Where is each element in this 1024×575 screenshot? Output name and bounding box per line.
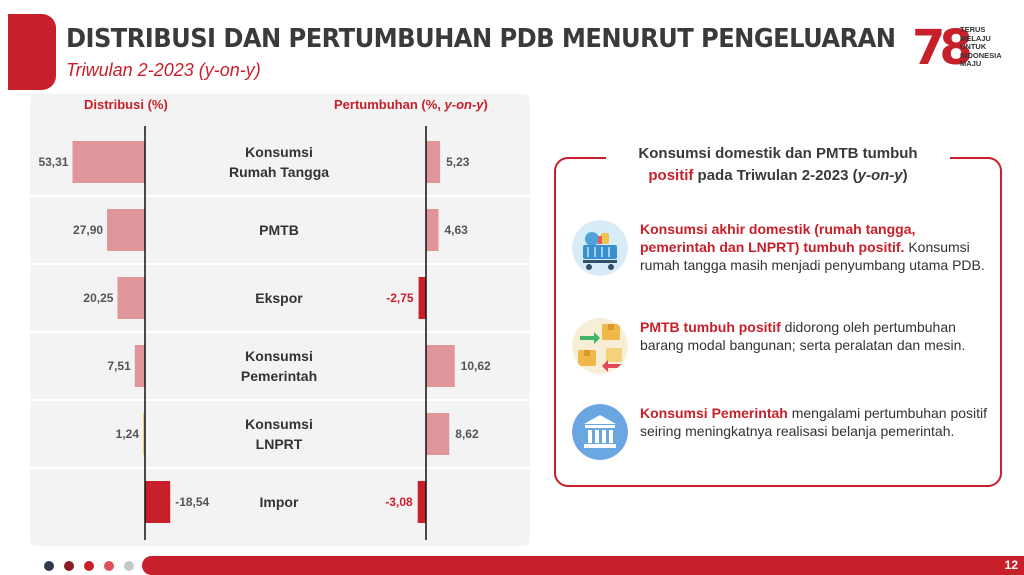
info-body: didorong oleh pertumbuhan barang modal b… — [640, 319, 966, 353]
distribusi-value-label: 20,25 — [83, 291, 113, 305]
pertumbuhan-value-label: 10,62 — [461, 359, 491, 373]
logo: 78 TERUS MELAJU UNTUK INDONESIA MAJU — [906, 20, 1016, 80]
category-label-line: Konsumsi — [245, 416, 313, 432]
pertumbuhan-bar — [426, 413, 450, 455]
info-title: Konsumsi domestik dan PMTB tumbuh positi… — [606, 143, 950, 187]
logo-line: TERUS — [960, 25, 986, 34]
distribusi-value-label: 27,90 — [73, 223, 103, 237]
distribusi-bar — [72, 141, 145, 183]
page-subtitle: Triwulan 2-2023 (y-on-y) — [66, 60, 261, 80]
info-title-line: Konsumsi domestik dan PMTB tumbuh — [638, 145, 918, 162]
slide-dot[interactable] — [124, 561, 134, 571]
header-part: Pertumbuhan (%, — [334, 97, 445, 112]
pertumbuhan-header: Pertumbuhan (%, y-on-y) — [334, 97, 488, 112]
category-label-line: PMTB — [259, 222, 299, 238]
category-label: Konsumsi Pemerintah — [241, 348, 317, 384]
slide-dot[interactable] — [44, 561, 54, 571]
logo-number: 78 — [912, 20, 973, 76]
category-label: Impor — [260, 494, 299, 510]
pertumbuhan-value-label: 8,62 — [455, 427, 479, 441]
slide-dot[interactable] — [64, 561, 74, 571]
page-title: DISTRIBUSI DAN PERTUMBUHAN PDB MENURUT P… — [66, 24, 896, 54]
info-title-part: ) — [902, 167, 908, 184]
category-label-line: LNPRT — [256, 436, 303, 452]
page-number: 12 — [1004, 558, 1018, 572]
slide-dot[interactable] — [84, 561, 94, 571]
pertumbuhan-bar — [426, 209, 439, 251]
info-text: Konsumsi akhir domestik (rumah tangga, p… — [640, 220, 990, 274]
info-title-highlight: positif — [648, 167, 694, 184]
slide-dot[interactable] — [104, 561, 114, 571]
logo-line: UNTUK — [960, 42, 987, 51]
category-label: Konsumsi LNPRT — [245, 416, 313, 452]
info-title-part: y-on-y — [857, 167, 903, 184]
category-label-line: Ekspor — [255, 290, 303, 306]
government-building-icon — [572, 404, 628, 460]
distribusi-value-label: -18,54 — [175, 495, 209, 509]
shopping-cart-icon — [572, 220, 628, 276]
pertumbuhan-bar — [417, 481, 426, 523]
info-bold: PMTB tumbuh positif — [640, 319, 781, 335]
distribusi-bar — [107, 209, 145, 251]
info-body: mengalami pertumbuhan positif seiring me… — [640, 405, 988, 439]
accent-bar — [0, 14, 56, 90]
category-label-line: Konsumsi — [245, 144, 313, 160]
pertumbuhan-value-label: 4,63 — [445, 223, 469, 237]
distribusi-bar — [143, 413, 145, 455]
pertumbuhan-value-label: 5,23 — [446, 155, 470, 169]
pertumbuhan-value-label: -2,75 — [386, 291, 414, 305]
info-title-line: positif pada Triwulan 2-2023 (y-on-y) — [606, 165, 950, 187]
logo-line: MAJU — [960, 59, 982, 68]
category-label: Ekspor — [255, 290, 303, 306]
category-label-line: Rumah Tangga — [229, 164, 329, 180]
category-label: PMTB — [259, 222, 299, 238]
logo-tagline: TERUS MELAJU UNTUK INDONESIA MAJU — [960, 25, 1020, 69]
distribusi-value-label: 53,31 — [38, 155, 68, 169]
distribusi-header: Distribusi (%) — [84, 97, 168, 112]
header-part: y-on-y — [444, 97, 484, 112]
boxes-transfer-icon — [572, 318, 628, 374]
logo-line: INDONESIA — [960, 50, 1002, 60]
logo-line: MELAJU — [960, 33, 991, 43]
info-bold: Konsumsi akhir domestik (rumah tangga, p… — [640, 221, 916, 255]
category-label-line: Konsumsi — [245, 348, 313, 364]
distribusi-bar — [145, 481, 171, 523]
category-label-line: Pemerintah — [241, 368, 317, 384]
distribusi-value-label: 7,51 — [107, 359, 131, 373]
info-title-part: pada Triwulan 2-2023 ( — [693, 167, 858, 184]
category-label-line: Impor — [260, 494, 299, 510]
pertumbuhan-bar — [426, 141, 441, 183]
distribusi-bar — [134, 345, 145, 387]
pertumbuhan-bar — [426, 345, 455, 387]
footer-bar — [142, 556, 1024, 575]
info-text: Konsumsi Pemerintah mengalami pertumbuha… — [640, 404, 990, 440]
category-label: Konsumsi Rumah Tangga — [229, 144, 329, 180]
pertumbuhan-bar — [418, 277, 426, 319]
header-part: ) — [483, 97, 488, 112]
info-body: Konsumsi rumah tangga masih menjadi peny… — [640, 239, 985, 273]
pdb-chart: 53,31 5,23 Konsumsi Rumah Tangga 27,90 4,63 PM… — [30, 126, 530, 540]
distribusi-value-label: 1,24 — [116, 427, 140, 441]
pertumbuhan-value-label: -3,08 — [385, 495, 413, 509]
distribusi-bar — [117, 277, 145, 319]
info-text: PMTB tumbuh positif didorong oleh pertum… — [640, 318, 990, 354]
info-bold: Konsumsi Pemerintah — [640, 405, 788, 421]
